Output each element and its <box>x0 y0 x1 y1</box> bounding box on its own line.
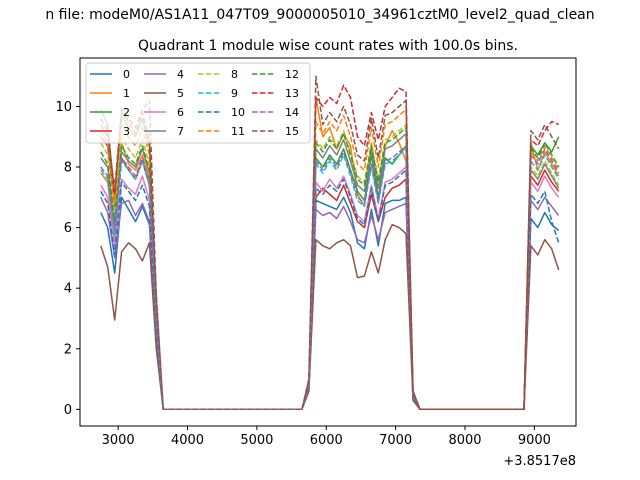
axes-frame <box>79 57 577 427</box>
x-tick-label: 6000 <box>310 433 343 448</box>
legend-label: 1 <box>123 87 130 100</box>
x-tick-label: 8000 <box>448 433 481 448</box>
series-line-1 <box>100 96 560 411</box>
y-tick-label: 6 <box>64 221 72 236</box>
legend-label: 3 <box>123 125 130 138</box>
series-layer <box>100 75 560 411</box>
legend-label: 15 <box>285 125 299 138</box>
x-axis: 3000 4000 5000 6000 7000 8000 9000 <box>102 426 551 448</box>
legend-box <box>85 62 311 144</box>
legend-label: 11 <box>231 125 245 138</box>
series-line-11 <box>100 108 560 411</box>
x-tick-label: 9000 <box>518 433 551 448</box>
x-tick-label: 4000 <box>171 433 204 448</box>
legend-label: 12 <box>285 68 299 81</box>
legend-label: 7 <box>177 125 184 138</box>
y-tick-label: 2 <box>64 342 72 357</box>
y-tick-label: 10 <box>55 100 72 115</box>
series-line-0 <box>100 196 560 411</box>
y-axis: 0 2 4 6 8 10 <box>55 100 80 418</box>
series-line-3 <box>100 136 560 411</box>
legend-label: 4 <box>177 68 184 81</box>
series-line-2 <box>100 109 560 411</box>
x-tick-label: 3000 <box>102 433 135 448</box>
x-tick-label: 7000 <box>379 433 412 448</box>
y-tick-label: 4 <box>64 282 72 297</box>
legend-label: 6 <box>177 106 184 119</box>
legend-label: 0 <box>123 68 130 81</box>
legend-label: 10 <box>231 106 245 119</box>
series-line-15 <box>100 75 560 411</box>
legend-label: 2 <box>123 106 130 119</box>
x-offset-label: +3.8517e8 <box>503 454 576 469</box>
legend-label: 14 <box>285 106 299 119</box>
chart-title: Quadrant 1 module wise count rates with … <box>138 38 518 54</box>
y-tick-label: 8 <box>64 161 72 176</box>
series-line-5 <box>100 223 560 411</box>
figure-suptitle: n file: modeM0/AS1A11_047T09_9000005010_… <box>45 7 594 23</box>
series-line-7 <box>100 132 560 411</box>
series-line-9 <box>100 148 560 411</box>
legend-label: 5 <box>177 87 184 100</box>
x-tick-label: 5000 <box>240 433 273 448</box>
y-tick-label: 0 <box>64 403 72 418</box>
series-line-8 <box>100 123 560 411</box>
legend-label: 8 <box>231 68 238 81</box>
series-line-12 <box>100 126 560 411</box>
series-line-6 <box>100 166 560 411</box>
series-line-4 <box>100 196 560 411</box>
legend-label: 13 <box>285 87 299 100</box>
legend-label: 9 <box>231 87 238 100</box>
